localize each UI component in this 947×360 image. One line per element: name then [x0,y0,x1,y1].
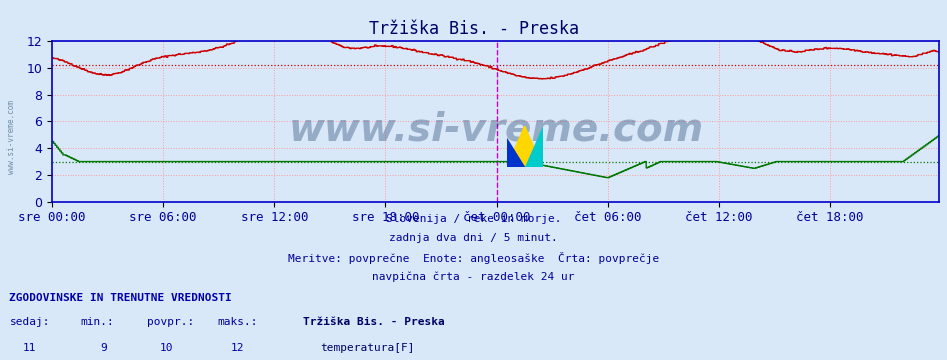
Text: temperatura[F]: temperatura[F] [320,343,415,353]
Text: www.si-vreme.com: www.si-vreme.com [288,111,704,149]
Text: povpr.:: povpr.: [147,317,194,327]
Text: maks.:: maks.: [218,317,259,327]
Text: min.:: min.: [80,317,115,327]
Text: ZGODOVINSKE IN TRENUTNE VREDNOSTI: ZGODOVINSKE IN TRENUTNE VREDNOSTI [9,293,232,303]
Text: Meritve: povprečne  Enote: angleosaške  Črta: povprečje: Meritve: povprečne Enote: angleosaške Čr… [288,252,659,264]
Text: sedaj:: sedaj: [9,317,50,327]
Text: Slovenija / reke in morje.: Slovenija / reke in morje. [385,214,562,224]
Text: 11: 11 [23,343,36,353]
Text: 12: 12 [231,343,244,353]
Text: 10: 10 [160,343,173,353]
Text: www.si-vreme.com: www.si-vreme.com [7,100,16,174]
Text: Tržiška Bis. - Preska: Tržiška Bis. - Preska [368,20,579,38]
Polygon shape [507,138,525,167]
Polygon shape [507,126,543,167]
Text: navpična črta - razdelek 24 ur: navpična črta - razdelek 24 ur [372,271,575,282]
Text: zadnja dva dni / 5 minut.: zadnja dva dni / 5 minut. [389,233,558,243]
Polygon shape [525,126,543,167]
Text: Tržiška Bis. - Preska: Tržiška Bis. - Preska [303,317,445,327]
Text: 9: 9 [100,343,107,353]
